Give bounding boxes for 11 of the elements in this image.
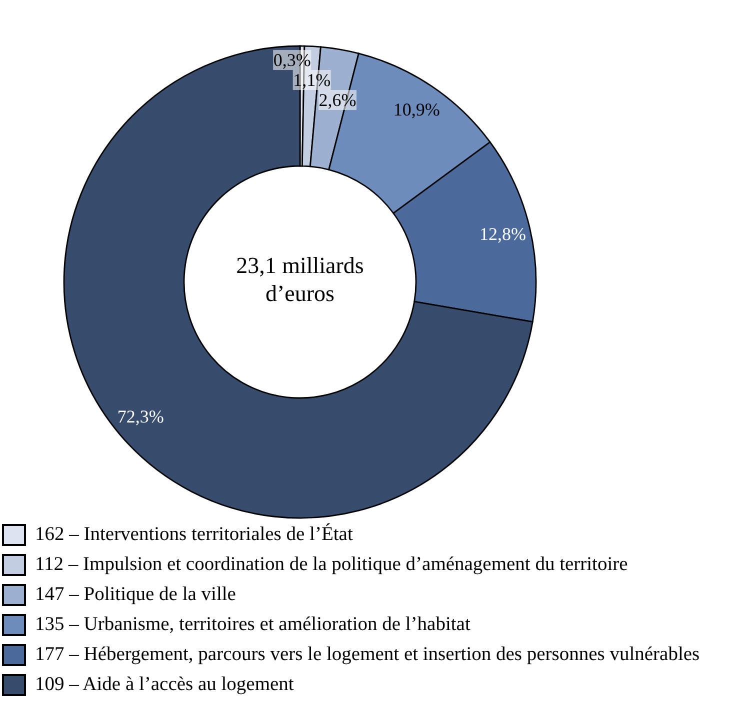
text: 23,1 milliards d’euros xyxy=(235,252,365,308)
legend-label: 112 – Impulsion et coordination de la politique d’aménagement du territoire xyxy=(35,554,628,576)
donut-slice xyxy=(63,45,534,519)
legend-label: 162 – Interventions territoriales de l’État xyxy=(35,524,353,546)
legend-label: 177 – Hébergement, parcours vers le logement et insertion des personnes vulnérables xyxy=(35,644,700,666)
data-label: 10,9% xyxy=(393,99,440,120)
legend-label: 109 – Aide à l’accès au logement xyxy=(35,674,294,696)
data-label: 72,3% xyxy=(117,406,164,426)
legend-label: 135 – Urbanisme, territoires et amélioration de l’habitat xyxy=(35,614,470,636)
legend-label: 147 – Politique de la ville xyxy=(35,584,236,606)
data-label: 12,8% xyxy=(480,224,526,244)
